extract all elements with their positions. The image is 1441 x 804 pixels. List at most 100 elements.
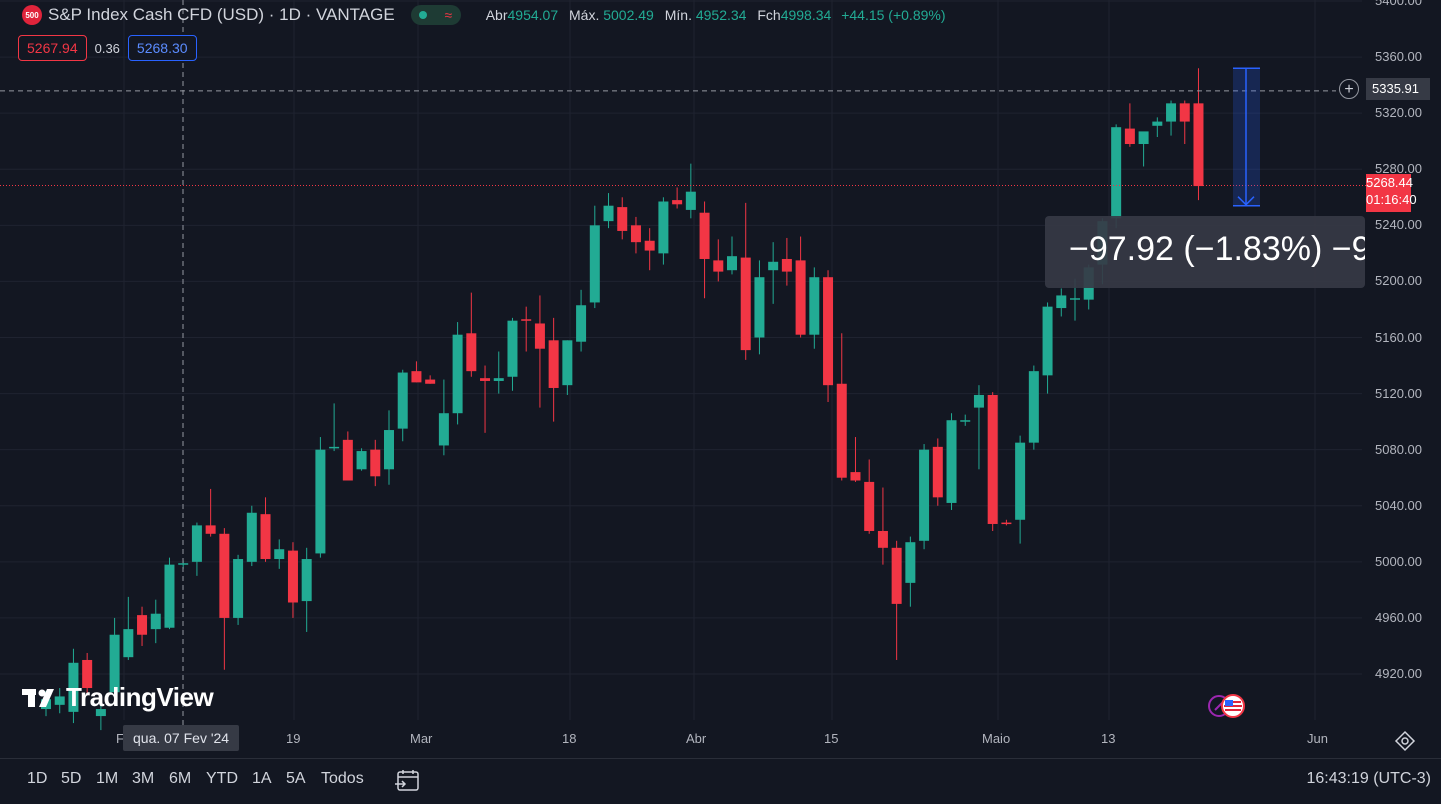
candle-body <box>219 533 230 618</box>
market-status-pill[interactable]: ≈ <box>410 5 461 25</box>
candle-body <box>480 378 491 381</box>
ohlc-close-label: Fch <box>757 7 781 23</box>
candle-body <box>644 240 655 251</box>
timeframe-1m[interactable]: 1M <box>96 770 119 787</box>
candle-body <box>699 212 710 259</box>
ohlc-change: +44.15 (+0.89%) <box>841 7 946 23</box>
candle-body <box>589 225 600 303</box>
price-tick-label: 5320.00 <box>1375 105 1422 121</box>
candle-body <box>356 451 367 470</box>
candle-body <box>576 305 587 342</box>
timeframe-ytd[interactable]: YTD <box>206 770 238 787</box>
candle-body <box>1152 121 1163 126</box>
candle-body <box>534 323 545 349</box>
candle-body <box>521 319 532 321</box>
price-tick-label: 4960.00 <box>1375 609 1422 625</box>
candle-body <box>164 564 175 628</box>
candle-body <box>1138 131 1149 145</box>
buy-price-button[interactable]: 5268.30 <box>127 35 197 61</box>
candle-body <box>438 413 449 446</box>
candle-body <box>809 277 820 335</box>
candle-body <box>507 320 518 377</box>
candle-body <box>603 205 614 222</box>
go-to-date-icon[interactable] <box>393 768 421 794</box>
candle-body <box>562 340 573 386</box>
time-tick-label: 15 <box>824 731 839 746</box>
candle-body <box>1015 442 1026 520</box>
bar-countdown: 01:16:40 <box>1366 192 1417 207</box>
candle-body <box>384 430 394 470</box>
price-tick-label: 5200.00 <box>1375 273 1422 289</box>
data-delay-icon: ≈ <box>444 7 453 23</box>
candle-body <box>548 340 559 388</box>
candle-body <box>178 563 189 565</box>
symbol-legend: 500 S&P Index Cash CFD (USD) · 1D · VANT… <box>22 4 946 26</box>
candle-body <box>781 258 792 272</box>
candle-body <box>1056 295 1067 309</box>
candle-body <box>1166 103 1177 122</box>
ohlc-high-value: 5002.49 <box>603 7 654 23</box>
timeframe-1d[interactable]: 1D <box>27 770 48 787</box>
candle-body <box>754 277 765 338</box>
candle-body <box>932 446 943 498</box>
candle-body <box>864 481 875 531</box>
candle-body <box>466 333 477 372</box>
candle-body <box>823 277 834 386</box>
candle-body <box>617 207 628 231</box>
time-tick-label: Mar <box>410 731 433 746</box>
symbol-logo[interactable]: 500 <box>22 5 42 25</box>
ohlc-values: Abr4954.07 Máx. 5002.49 Mín. 4952.34 Fch… <box>479 7 946 23</box>
candle-body <box>54 696 65 705</box>
measure-tooltip: −97.92 (−1.83%) −9 <box>1045 216 1365 288</box>
candle-body <box>137 615 148 635</box>
candle-body <box>425 379 436 384</box>
ohlc-open-label: Abr <box>485 7 508 23</box>
ohlc-low-label: Mín. <box>664 7 692 23</box>
price-tick-label: 5280.00 <box>1375 161 1422 177</box>
price-tick-label: 5400.00 <box>1375 0 1422 8</box>
candle-body <box>370 449 381 477</box>
timeframe-3m[interactable]: 3M <box>132 770 155 787</box>
price-tick-label: 5240.00 <box>1375 217 1422 233</box>
tradingview-logo[interactable]: TradingView <box>22 682 214 713</box>
clock-timezone[interactable]: 16:43:19 (UTC-3) <box>1306 770 1432 787</box>
candle-body <box>658 201 669 254</box>
candle-body <box>205 525 216 534</box>
candle-body <box>685 191 696 210</box>
timeframe-5d[interactable]: 5D <box>61 770 82 787</box>
price-chart[interactable] <box>0 0 1441 758</box>
candle-body <box>397 372 408 429</box>
timeframe-6m[interactable]: 6M <box>169 770 192 787</box>
price-tick-label: 5040.00 <box>1375 497 1422 513</box>
candle-body <box>713 260 724 272</box>
candle-body <box>260 514 271 560</box>
us-flag-icon[interactable] <box>1206 693 1246 719</box>
candle-body <box>740 257 751 351</box>
candle-body <box>452 334 463 414</box>
timeframe-todos[interactable]: Todos <box>321 770 364 787</box>
gear-icon[interactable] <box>1394 730 1416 752</box>
candle-body <box>836 383 847 478</box>
spread-value: 0.36 <box>94 40 120 56</box>
timeframe-5a[interactable]: 5A <box>286 770 306 787</box>
price-tick-label: 5160.00 <box>1375 329 1422 345</box>
candle-body <box>301 559 312 602</box>
timeframe-1a[interactable]: 1A <box>252 770 272 787</box>
candle-body <box>329 446 340 449</box>
plus-icon[interactable]: + <box>1339 79 1359 99</box>
candle-body <box>672 200 683 205</box>
candle-body <box>82 659 93 689</box>
candle-body <box>411 371 422 383</box>
candle-body <box>342 439 353 481</box>
candle-body <box>905 542 916 583</box>
candle-body <box>191 525 202 562</box>
candle-body <box>109 634 120 693</box>
symbol-title[interactable]: S&P Index Cash CFD (USD) · 1D · VANTAGE <box>48 5 395 24</box>
market-open-icon <box>419 11 428 19</box>
sell-price-button[interactable]: 5267.94 <box>18 35 87 61</box>
time-tick-label: F <box>116 731 124 746</box>
current-price-value: 5268.44 <box>1366 175 1413 190</box>
candle-body <box>68 662 79 712</box>
candle-body <box>1028 371 1039 443</box>
